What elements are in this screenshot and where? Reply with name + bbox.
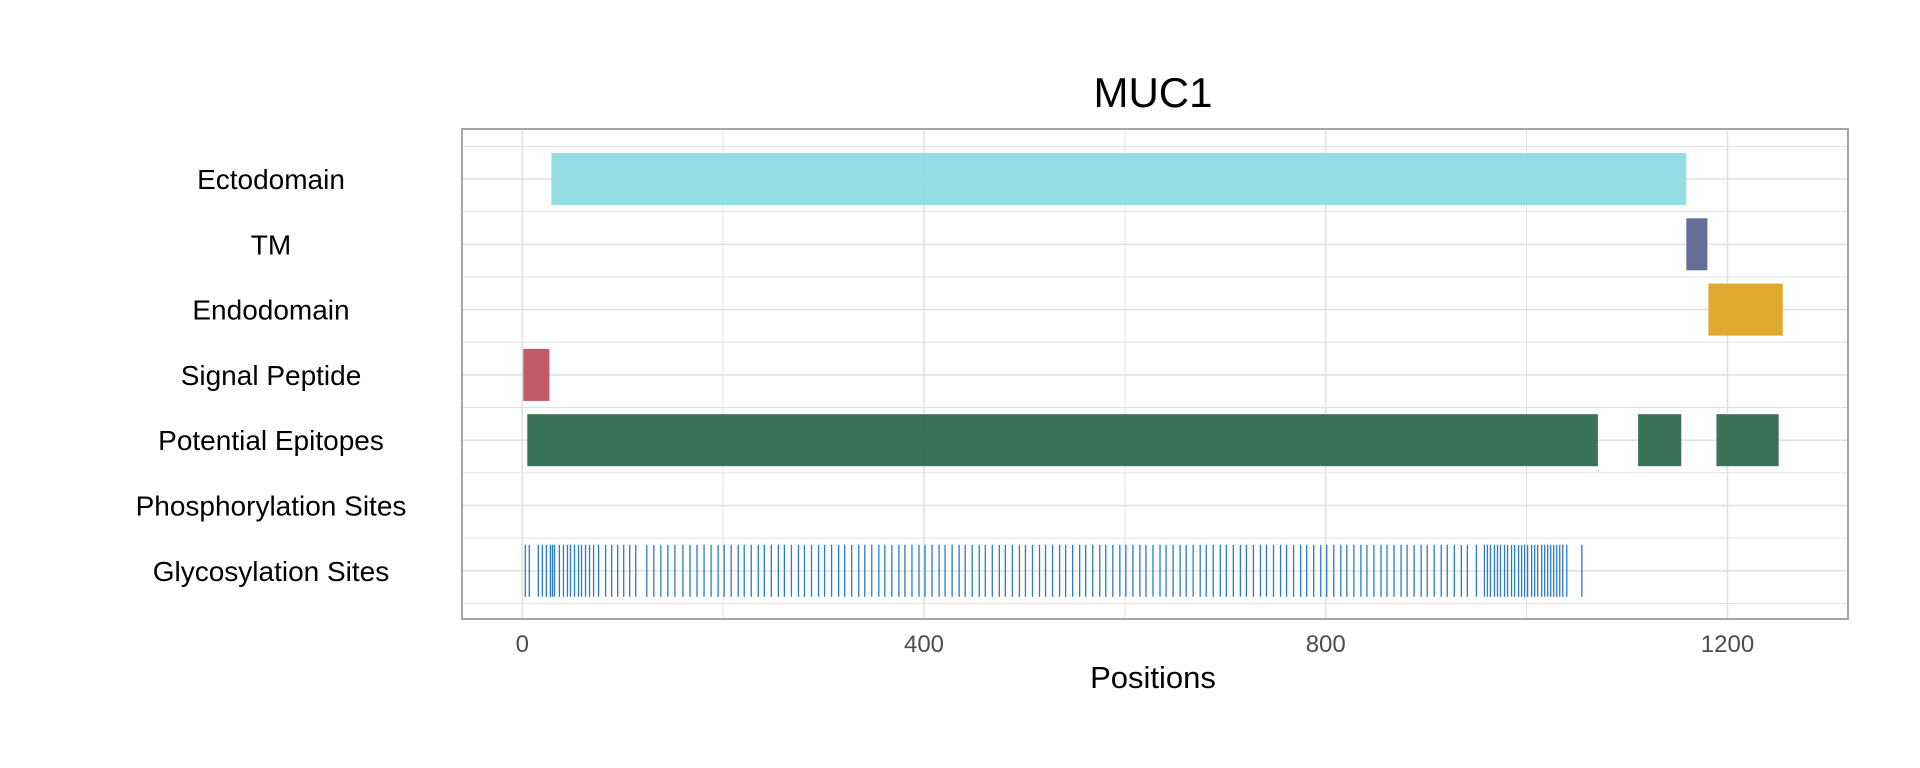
bar-layer: [523, 153, 1783, 467]
bar-signal-peptide: [523, 348, 550, 401]
x-tick-label: 800: [1306, 631, 1346, 658]
bar-potential-epitopes: [1716, 414, 1779, 467]
x-tick-label: 0: [516, 631, 529, 658]
track-label-phosphorylation-sites: Phosphorylation Sites: [136, 491, 407, 522]
bar-tm: [1686, 218, 1708, 271]
bar-potential-epitopes: [1638, 414, 1682, 467]
glycosylation-site-marks: [524, 544, 1583, 597]
track-label-endodomain: Endodomain: [192, 295, 349, 326]
track-label-ectodomain: Ectodomain: [197, 164, 345, 195]
x-axis-ticks: 0 400 800 1200: [516, 631, 1755, 658]
bar-ectodomain: [551, 153, 1687, 205]
bar-endodomain: [1708, 283, 1783, 336]
bar-potential-epitopes: [527, 414, 1598, 467]
plot-panel-border: [461, 128, 1849, 620]
track-label-glycosylation-sites: Glycosylation Sites: [153, 556, 390, 587]
x-tick-label: 1200: [1701, 631, 1754, 658]
x-tick-label: 400: [904, 631, 944, 658]
track-label-potential-epitopes: Potential Epitopes: [158, 425, 384, 456]
track-label-signal-peptide: Signal Peptide: [181, 360, 362, 391]
track-label-tm: TM: [251, 229, 291, 260]
track-labels: Ectodomain TM Endodomain Signal Peptide Pote…: [136, 164, 407, 587]
x-axis-title: Positions: [1090, 660, 1216, 695]
chart-title: MUC1: [1093, 69, 1212, 116]
